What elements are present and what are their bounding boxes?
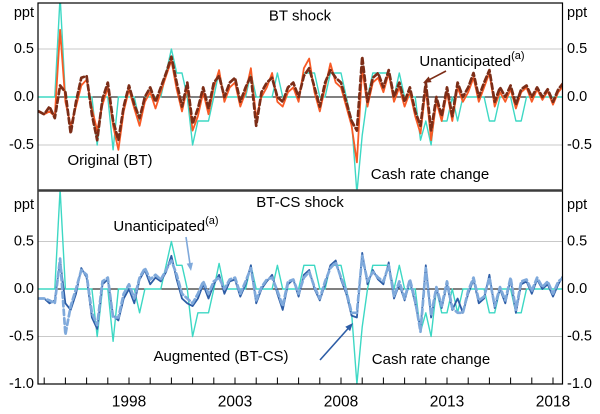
x-tick-label: 2003 [218,394,252,411]
panel-title-bt-cs-shock: BT-CS shock [256,194,344,211]
panel-title-bt-shock: BT shock [269,8,332,25]
x-tick-label: 2008 [324,394,358,411]
unanticipated-line-top [38,55,563,142]
annotation-unanticipated-top: Unanticipated(a) [419,50,524,70]
annotation-arrow-head [345,323,353,332]
y-tick-label-left: 0.0 [14,89,34,105]
annotation-text: Cash rate change [371,166,489,183]
y-tick-label-left: 0.0 [14,281,34,297]
x-tick-label: 2013 [430,394,464,411]
y-tick-label-right: -1.0 [567,376,592,392]
axis-unit-left: ppt [14,5,34,21]
annotation-superscript: (a) [205,215,218,227]
y-tick-label-left: -0.5 [9,329,34,345]
annotation-augmented-bt-cs-bottom: Augmented (BT-CS) [153,348,288,365]
y-tick-label-left: -0.5 [9,137,34,153]
y-tick-label-right: 0.0 [567,89,587,105]
unanticipated-line-bottom [38,254,563,336]
panel-bt-shock-series [38,3,563,191]
panel-bt-cs-shock-series [38,191,563,384]
y-tick-label-left: -1.0 [9,376,34,392]
annotation-arrow-head [186,262,193,271]
annotation-cash-rate-change-top: Cash rate change [371,166,489,183]
annotation-text: Augmented (BT-CS) [153,348,288,365]
y-tick-label-right: 0.5 [567,234,587,250]
annotation-arrow-line [319,326,351,361]
axis-unit-left: ppt [14,197,34,213]
y-tick-label-right: 0.0 [567,281,587,297]
annotation-text: Original (BT) [67,152,152,169]
annotation-arrow-head [423,76,432,83]
annotation-cash-rate-change-bottom: Cash rate change [372,351,490,368]
y-tick-label-right: -0.5 [567,329,592,345]
annotation-text: Unanticipated [113,218,205,235]
annotation-unanticipated-bottom: Unanticipated(a) [113,215,218,235]
original-bt-line-top [38,28,563,164]
plot-border [37,2,564,385]
annotation-arrow-line [427,70,447,82]
annotation-text: Unanticipated [419,53,511,70]
axis-unit-right: ppt [567,5,587,21]
x-tick-label: 1998 [112,394,146,411]
x-tick-label: 2018 [536,394,570,411]
y-tick-label-right: 0.5 [567,41,587,57]
y-tick-label-left: 0.5 [14,41,34,57]
annotation-superscript: (a) [511,50,524,62]
annotation-original-bt-top: Original (BT) [67,152,152,169]
axis-unit-right: ppt [567,197,587,213]
annotation-arrow-line [185,236,192,267]
y-tick-label-right: -0.5 [567,137,592,153]
annotation-text: Cash rate change [372,351,490,368]
y-tick-label-left: 0.5 [14,234,34,250]
